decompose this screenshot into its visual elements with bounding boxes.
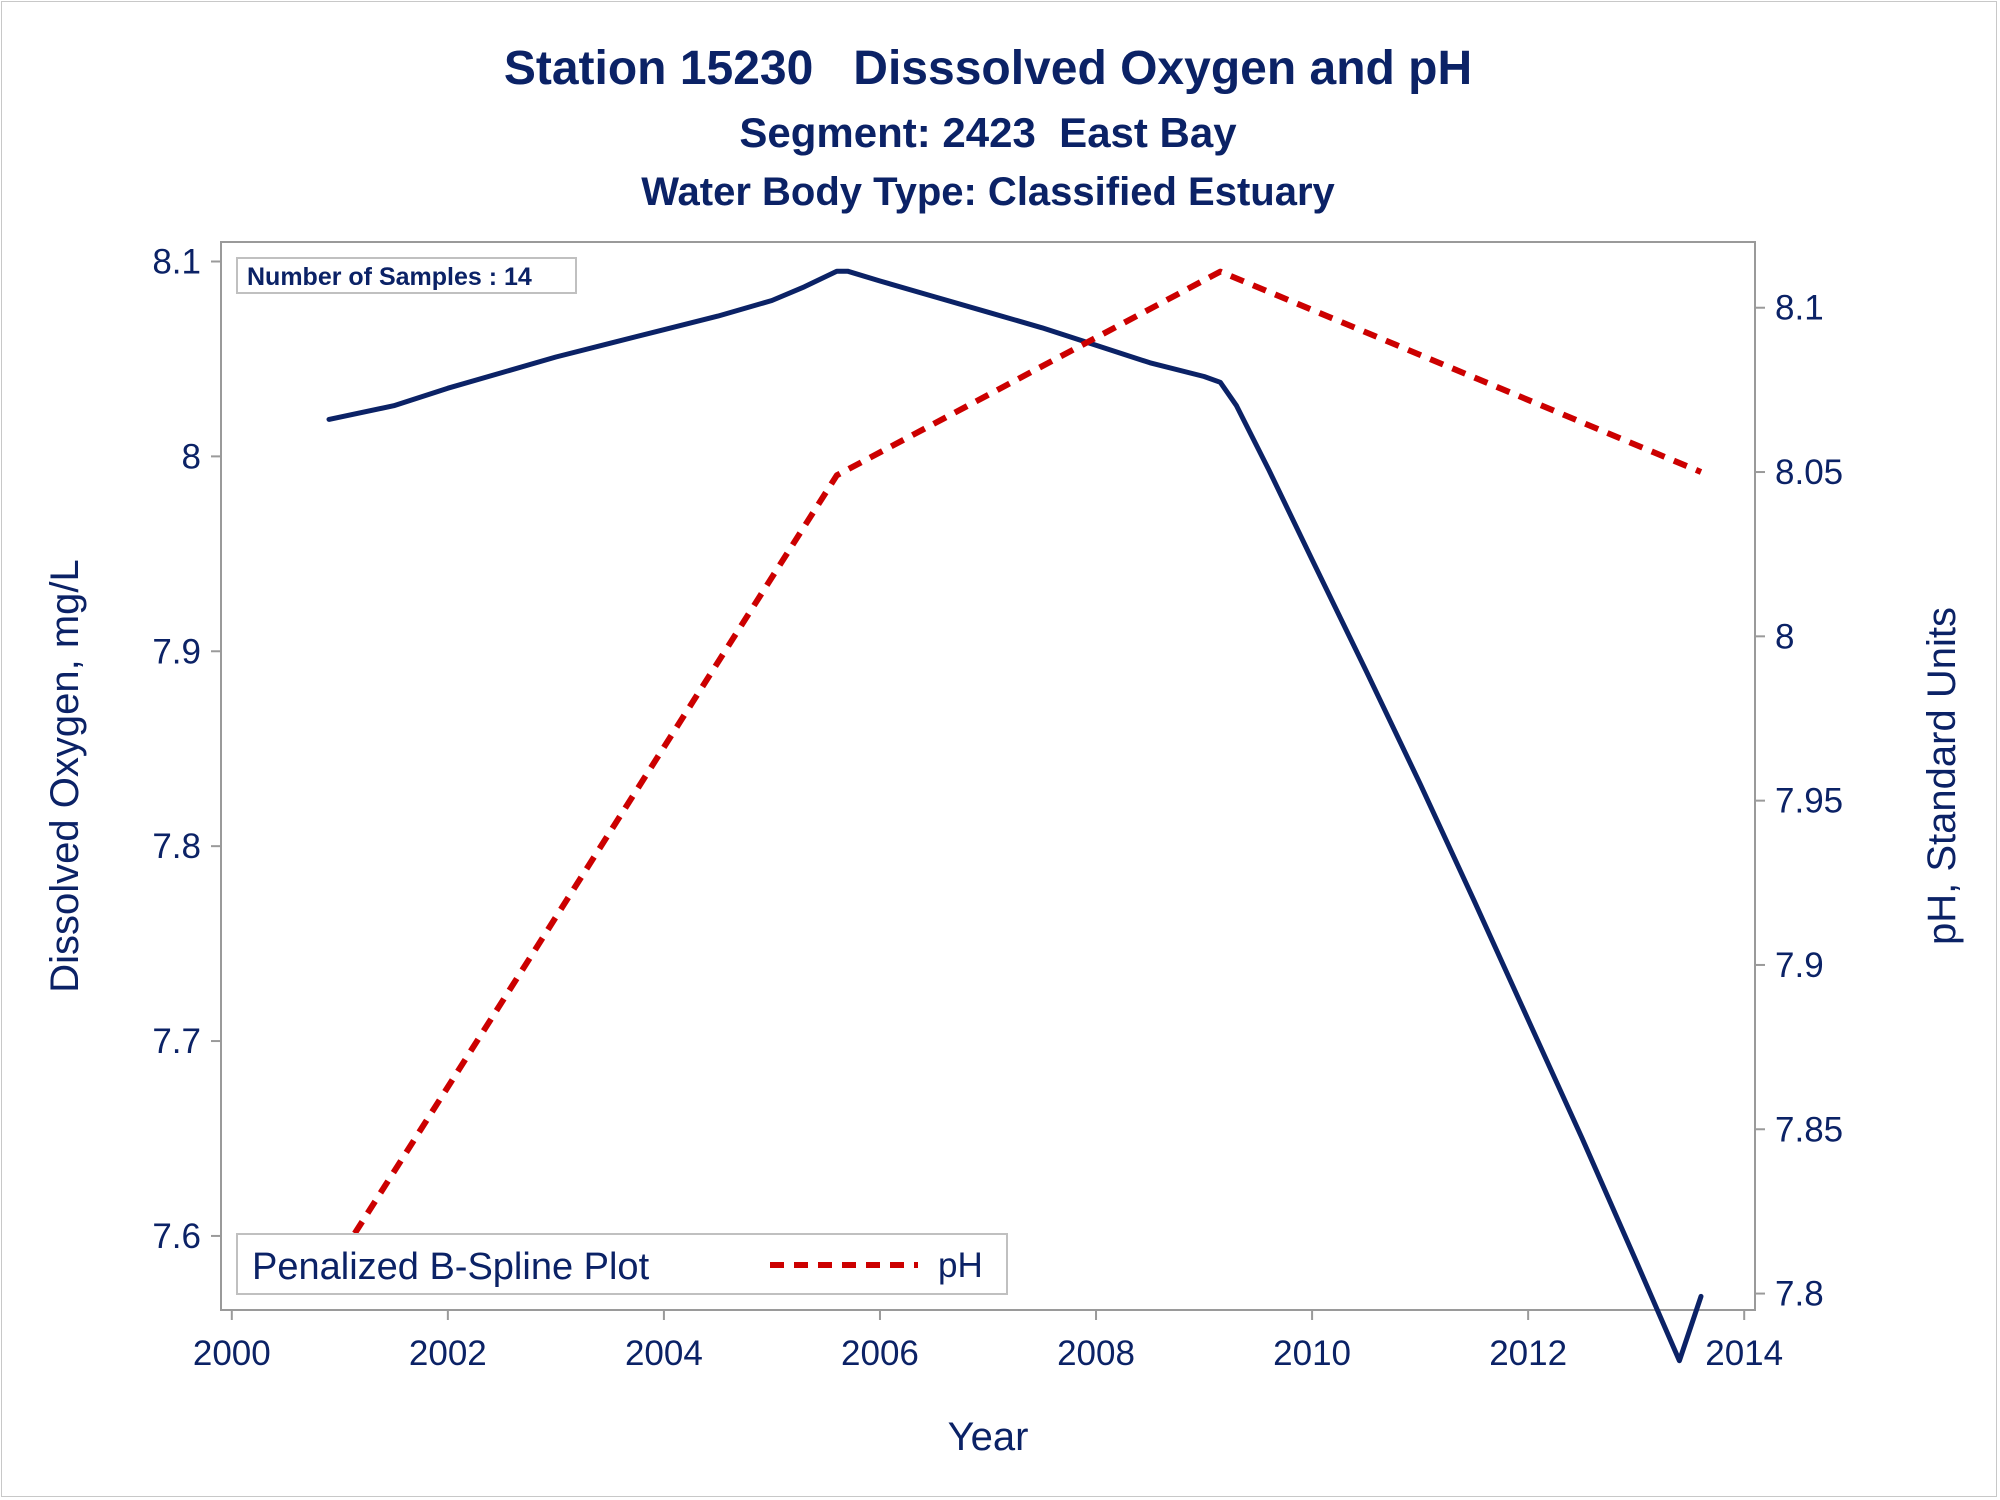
y-tick-label: 7.8 — [152, 827, 201, 866]
y-tick-label: 7.7 — [152, 1022, 201, 1061]
y2-tick-label: 7.8 — [1775, 1275, 1824, 1314]
sample-count-box — [236, 257, 577, 294]
y-tick-label: 8 — [182, 437, 201, 476]
x-tick-label: 2006 — [841, 1334, 919, 1373]
chart-subtitle: Segment: 2423 East Bay — [739, 109, 1237, 156]
y-tick-label: 7.9 — [152, 632, 201, 671]
series-layer — [326, 268, 1704, 1364]
x-axis: 2000 2002 2004 2006 2008 2010 2012 2014 — [193, 1310, 1783, 1373]
legend-entry-ph: pH — [938, 1246, 983, 1285]
x-tick-label: 2002 — [409, 1334, 487, 1373]
y2-tick-label: 7.95 — [1775, 782, 1843, 821]
y2-tick-label: 8.1 — [1775, 289, 1824, 328]
y-tick-label: 7.6 — [152, 1217, 201, 1256]
chart-title: Station 15230 Disssolved Oxygen and pH — [504, 42, 1472, 95]
x-tick-label: 2008 — [1057, 1334, 1135, 1373]
x-tick-label: 2014 — [1705, 1334, 1783, 1373]
x-tick-label: 2000 — [193, 1334, 271, 1373]
y2-tick-label: 7.85 — [1775, 1110, 1843, 1149]
x-tick-label: 2004 — [625, 1334, 703, 1373]
plot-area-frame — [220, 241, 1756, 1311]
x-tick-label: 2010 — [1273, 1334, 1351, 1373]
chart-subtitle-2: Water Body Type: Classified Estuary — [641, 170, 1335, 214]
y2-tick-label: 8.05 — [1775, 453, 1843, 492]
y-axis-right: 7.8 7.85 7.9 7.95 8 8.05 8.1 — [1755, 289, 1843, 1314]
y-axis-label: Dissolved Oxygen, mg/L — [43, 559, 87, 993]
y2-tick-label: 8 — [1775, 617, 1794, 656]
ph-series-line — [326, 268, 1703, 1276]
x-axis-label: Year — [948, 1415, 1029, 1459]
dissolved-oxygen-series-line — [326, 268, 1704, 1364]
y2-tick-label: 7.9 — [1775, 946, 1824, 985]
y2-axis-label: pH, Standard Units — [1920, 607, 1964, 945]
y-axis-left: 7.6 7.7 7.8 7.9 8 8.1 — [152, 242, 221, 1256]
legend-title: Penalized B-Spline Plot — [252, 1246, 650, 1288]
x-tick-label: 2012 — [1489, 1334, 1567, 1373]
y-tick-label: 8.1 — [152, 242, 201, 281]
sample-count-label: Number of Samples : 14 — [247, 263, 532, 291]
